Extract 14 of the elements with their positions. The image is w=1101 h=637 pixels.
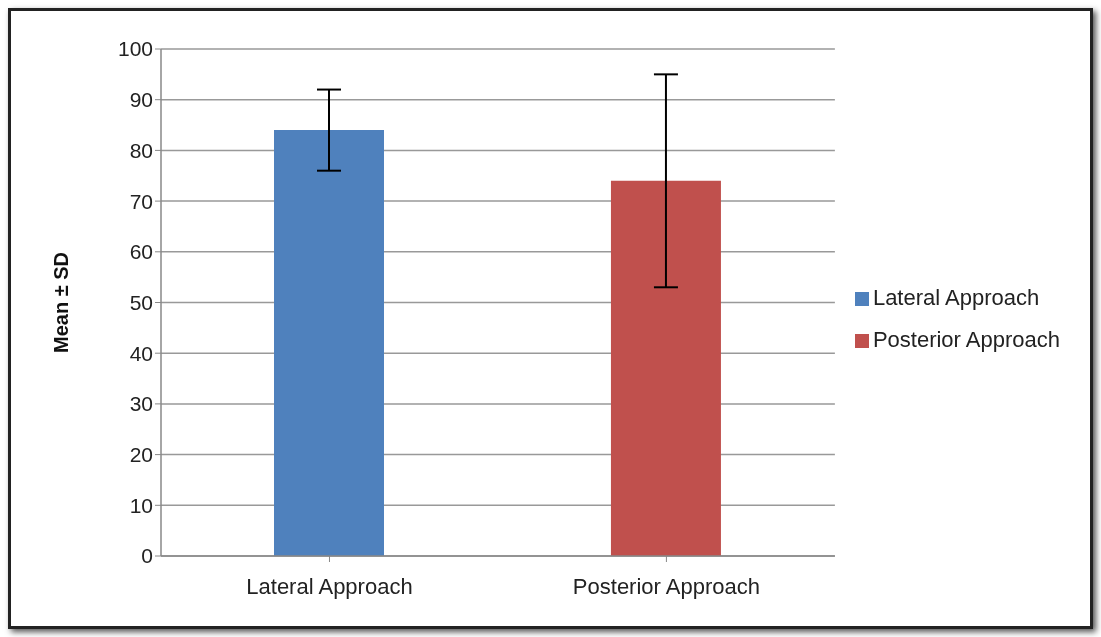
y-tick-label: 20 [129, 443, 153, 467]
y-axis-title: Mean ± SD [50, 252, 73, 353]
y-tick-label: 70 [129, 189, 153, 213]
legend-label: Lateral Approach [872, 284, 1040, 310]
y-tick-label: 60 [129, 240, 153, 264]
y-tick-label: 100 [117, 37, 153, 61]
y-tick-label: 80 [129, 138, 153, 162]
y-tick-label: 90 [129, 88, 153, 112]
legend-label: Posterior Approach [872, 326, 1060, 352]
y-tick-label: 30 [129, 392, 153, 416]
y-tick-label: 50 [129, 290, 153, 314]
y-tick-label: 0 [141, 544, 153, 568]
y-tick-label: 10 [129, 493, 153, 517]
y-tick-label: 40 [129, 341, 153, 365]
